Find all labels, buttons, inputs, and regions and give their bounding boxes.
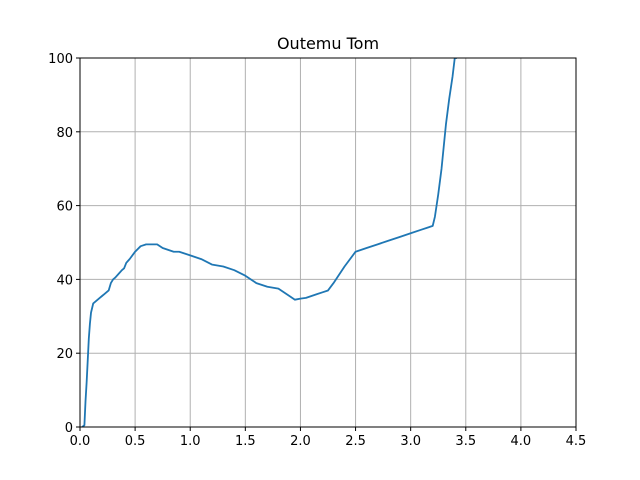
x-tick-label: 0.0 <box>70 434 91 449</box>
axes <box>79 57 577 428</box>
x-tick-label: 3.5 <box>455 434 476 449</box>
y-tick-label: 0 <box>65 421 73 436</box>
y-tick-label: 80 <box>56 126 73 141</box>
x-tick-label: 2.0 <box>290 434 311 449</box>
y-tick-label: 100 <box>48 52 73 67</box>
y-tick-label: 40 <box>56 273 73 288</box>
x-tick-label: 2.5 <box>345 434 366 449</box>
x-axis-ticks: 0.0 0.5 1.0 1.5 2.0 2.5 3.0 3.5 4.0 4.5 <box>70 427 587 449</box>
grid <box>79 57 577 428</box>
chart-title: Outemu Tom <box>277 34 379 53</box>
y-tick-label: 20 <box>56 347 73 362</box>
y-axis-ticks: 0 20 40 60 80 100 <box>48 52 80 436</box>
x-tick-label: 0.5 <box>125 434 146 449</box>
x-tick-label: 1.0 <box>180 434 201 449</box>
x-tick-label: 1.5 <box>235 434 256 449</box>
x-tick-label: 3.0 <box>400 434 421 449</box>
plot-frame <box>79 57 577 428</box>
series-line <box>81 58 457 427</box>
x-tick-label: 4.5 <box>566 434 587 449</box>
x-tick-label: 4.0 <box>511 434 532 449</box>
series-layer <box>81 58 457 427</box>
y-tick-label: 60 <box>56 200 73 215</box>
